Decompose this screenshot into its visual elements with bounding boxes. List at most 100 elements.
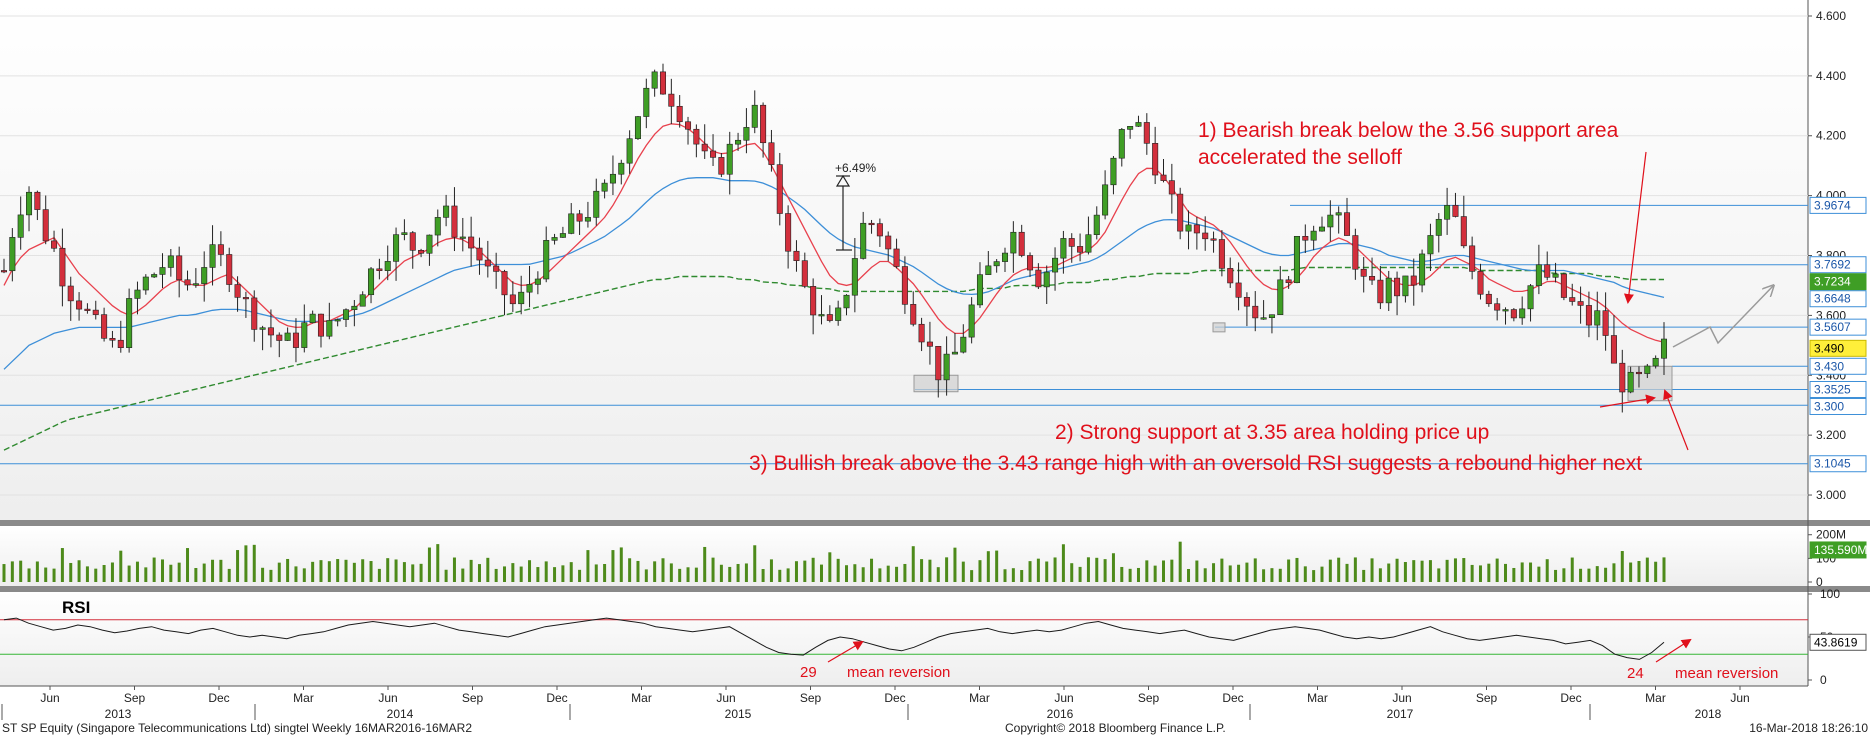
- x-year-label: 2014: [387, 707, 414, 721]
- rsi-tag: 43.8619: [1814, 635, 1858, 649]
- candle-body: [776, 164, 783, 214]
- y-tick-label: 4.400: [1816, 69, 1846, 83]
- candle-body: [1494, 303, 1501, 311]
- candle-body: [234, 284, 241, 298]
- volume-bar: [160, 559, 164, 582]
- candle-body: [468, 236, 475, 249]
- volume-bar: [119, 550, 123, 582]
- volume-bar: [269, 569, 273, 582]
- footer-ticker: ST SP Equity (Singapore Telecommunicatio…: [2, 721, 472, 735]
- candle-body: [818, 314, 825, 317]
- volume-bar: [1253, 558, 1257, 582]
- candle-body: [868, 222, 875, 226]
- volume-bar: [794, 561, 798, 582]
- volume-bar: [719, 564, 723, 582]
- candle-body: [1302, 235, 1309, 241]
- volume-bar: [1178, 541, 1182, 582]
- volume-bar: [311, 561, 315, 582]
- candle-body: [142, 276, 149, 291]
- volume-bar: [444, 569, 448, 582]
- volume-bar: [1387, 563, 1391, 582]
- candle-body: [1193, 224, 1200, 234]
- volume-bar: [244, 545, 248, 582]
- x-month-label: Dec: [1222, 691, 1243, 705]
- volume-bar: [1595, 566, 1599, 582]
- candle-body: [192, 283, 199, 286]
- price-panel-bg: [0, 0, 1808, 520]
- volume-tag: 135.590M: [1814, 543, 1867, 557]
- volume-bar: [1587, 568, 1591, 582]
- volume-bar: [611, 550, 615, 582]
- candle-body: [1519, 308, 1526, 319]
- candle-body: [1260, 317, 1267, 320]
- x-month-label: Dec: [546, 691, 567, 705]
- price-tag: 3.3525: [1814, 382, 1851, 396]
- candle-body: [1327, 214, 1334, 228]
- volume-bar: [1270, 568, 1274, 582]
- x-year-label: 2016: [1047, 707, 1074, 721]
- candle-body: [1093, 214, 1100, 235]
- footer-copyright: Copyright© 2018 Bloomberg Finance L.P.: [1005, 721, 1226, 735]
- volume-bar: [1228, 565, 1232, 582]
- volume-bar: [986, 551, 990, 582]
- candle-body: [1077, 246, 1084, 253]
- volume-bar: [1320, 566, 1324, 582]
- volume-bar: [1153, 565, 1157, 582]
- volume-bar: [361, 559, 365, 582]
- y-tick-label: 3.000: [1816, 488, 1846, 502]
- candle-body: [1010, 231, 1017, 254]
- candle-body: [968, 304, 975, 338]
- candle-body: [384, 261, 391, 271]
- candle-body: [793, 250, 800, 261]
- x-month-label: Jun: [716, 691, 735, 705]
- candle-body: [601, 182, 608, 192]
- volume-bar: [1462, 558, 1466, 582]
- candle-body: [843, 294, 850, 309]
- volume-bar: [769, 559, 773, 582]
- volume-bar: [1028, 561, 1032, 582]
- volume-bar: [1170, 559, 1174, 582]
- volume-bar: [744, 563, 748, 582]
- candle-body: [1018, 231, 1025, 256]
- volume-bar: [1428, 560, 1432, 582]
- volume-bar: [1604, 567, 1608, 582]
- x-month-label: Jun: [1730, 691, 1749, 705]
- volume-bar: [1245, 562, 1249, 582]
- volume-bar: [1287, 559, 1291, 582]
- volume-bar: [1453, 558, 1457, 582]
- candle-body: [751, 104, 758, 128]
- volume-bar: [302, 568, 306, 582]
- candle-body: [1068, 238, 1075, 247]
- candle-body: [1394, 277, 1401, 297]
- candle-body: [251, 297, 258, 330]
- candle-body: [317, 313, 324, 337]
- volume-tag-bg: [1809, 541, 1867, 559]
- volume-bar: [35, 561, 39, 582]
- volume-bar: [1520, 562, 1524, 582]
- candle-body: [1485, 293, 1492, 305]
- volume-bar: [1529, 562, 1533, 582]
- volume-bar: [252, 544, 256, 582]
- price-tag-bg: [1809, 455, 1867, 473]
- price-tag: 3.9674: [1814, 198, 1851, 212]
- volume-bar: [1195, 560, 1199, 582]
- volume-bar: [186, 548, 190, 582]
- volume-bar: [1420, 560, 1424, 582]
- x-month-label: Mar: [969, 691, 990, 705]
- candle-body: [576, 213, 583, 222]
- x-month-label: Sep: [1138, 691, 1160, 705]
- candle-body: [242, 297, 249, 300]
- candle-body: [1360, 268, 1367, 277]
- rsi-indicator: [0, 617, 1808, 660]
- volume-bar: [369, 561, 373, 582]
- x-month-label: Mar: [293, 691, 314, 705]
- volume-bar: [19, 560, 23, 582]
- volume-bar: [1303, 566, 1307, 582]
- volume-bar: [1103, 559, 1107, 582]
- candle-body: [1202, 232, 1209, 240]
- candle-body: [109, 338, 116, 341]
- candle-body: [651, 71, 658, 89]
- volume-bar: [327, 561, 331, 582]
- volume-bar: [1478, 565, 1482, 582]
- annotation-arrow-2: [1599, 394, 1656, 408]
